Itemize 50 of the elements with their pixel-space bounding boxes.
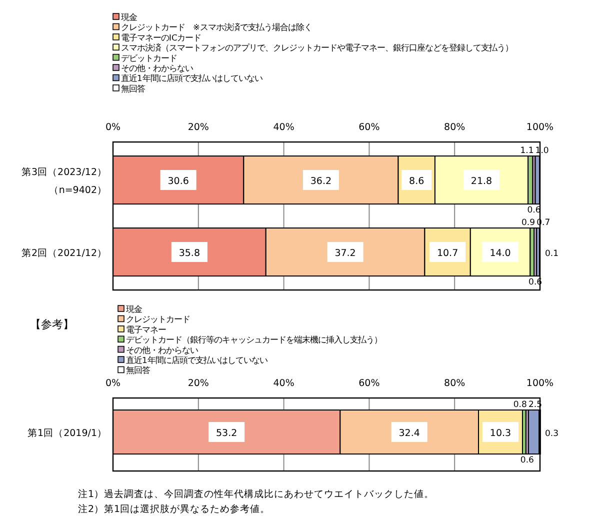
x-tick-label: 20%	[188, 378, 209, 389]
x-tick-label: 80%	[444, 378, 466, 389]
data-label: 32.4	[398, 428, 420, 439]
legend-label: 無回答	[126, 365, 150, 376]
x-tick-label: 100%	[526, 122, 554, 133]
chart-title: 【参考】	[30, 318, 74, 331]
text: 注1）過去調査は、今回調査の性年代構成比にあわせてウエイトバックした値。	[78, 488, 434, 500]
y-tick-label: 第3回（2023/12）（n=9402）	[21, 166, 107, 196]
legend-label: 電子マネーのICカード	[121, 32, 202, 42]
text: 注2）第1回は選択肢が異なるため参考値。	[78, 503, 270, 515]
data-label: 35.8	[178, 248, 200, 259]
data-label: 0.9	[521, 218, 536, 228]
data-label: 0.8	[513, 400, 527, 410]
legend-label: デビットカード（銀行等のキャッシュカードを端末機に挿入し支払う）	[126, 334, 382, 345]
legend-label: その他・わからない	[121, 63, 193, 73]
x-tick-label: 100%	[526, 378, 554, 389]
data-label: 21.8	[470, 176, 492, 187]
data-label: 0.1	[545, 249, 559, 259]
x-tick-label: 20%	[188, 122, 209, 133]
x-tick-label: 60%	[358, 378, 380, 389]
legend-label: 電子マネー	[126, 324, 166, 334]
legend-label: 直近1年間に店頭で支払いはしていない	[126, 355, 268, 365]
legend-label: 無回答	[121, 83, 145, 94]
data-label: 1.1	[520, 146, 534, 156]
data-label: 14.0	[490, 248, 511, 259]
data-label: 30.6	[168, 176, 189, 187]
x-tick-label: 60%	[358, 122, 380, 133]
legend-label: 現金	[121, 12, 137, 22]
data-label: 10.7	[436, 248, 458, 259]
data-label: 37.2	[334, 248, 356, 259]
x-tick-label: 80%	[444, 122, 466, 133]
x-tick-label: 0%	[105, 378, 121, 389]
legend-label: スマホ決済（スマートフォンのアプリで、クレジットカードや電子マネー、銀行口座などを登録して支払う）	[121, 42, 513, 53]
legend-label: クレジットカード	[126, 314, 190, 324]
x-tick-label: 40%	[273, 378, 294, 389]
x-tick-label: 40%	[273, 122, 294, 133]
x-tick-label: 0%	[105, 122, 121, 133]
data-label: 0.6	[520, 456, 534, 466]
data-label: 0.3	[545, 429, 559, 439]
y-tick-label: 第1回（2019/1）	[28, 427, 107, 439]
legend-label: その他・わからない	[126, 344, 198, 355]
legend-label: 現金	[126, 304, 142, 314]
data-label: 10.3	[490, 428, 512, 439]
legend-label: デビットカード	[121, 52, 177, 63]
legend-label: クレジットカード ※スマホ決済で支払う場合は除く	[121, 22, 312, 32]
legend-label: 直近1年間に店頭で支払いはしていない	[121, 73, 262, 84]
data-label: 53.2	[216, 428, 238, 439]
data-label: 36.2	[310, 176, 332, 187]
data-label: 8.6	[409, 176, 424, 187]
y-tick-label: 第2回（2021/12）	[21, 247, 107, 259]
